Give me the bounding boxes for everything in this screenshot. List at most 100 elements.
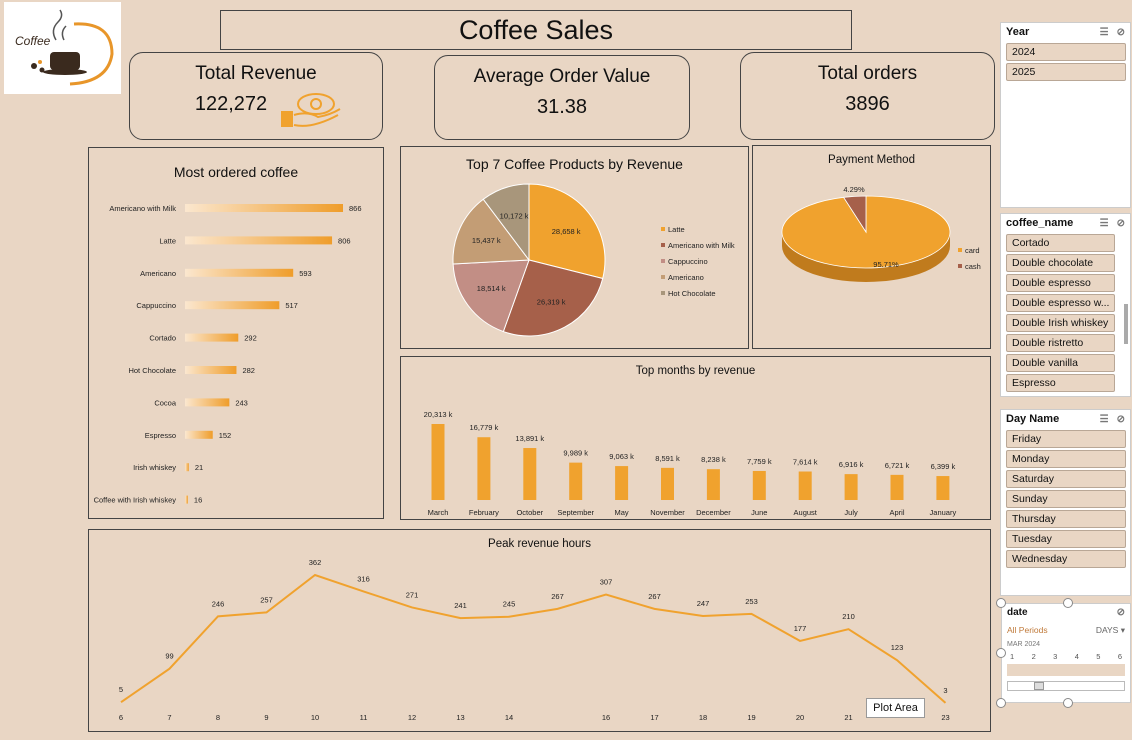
chart-title: Top 7 Coffee Products by Revenue [466, 156, 683, 172]
bar [661, 467, 674, 500]
bar [706, 469, 720, 500]
kpi-label: Total orders [817, 63, 918, 84]
timeline-day[interactable]: 6 [1117, 652, 1122, 661]
hour-label: 10 [311, 713, 319, 722]
resize-handle[interactable] [1063, 598, 1073, 608]
resize-handle[interactable] [996, 598, 1006, 608]
timeline-day[interactable]: 2 [1031, 652, 1036, 661]
bar [890, 474, 904, 500]
hour-label: 18 [699, 713, 707, 722]
slicer-item-coffee[interactable]: Double ristretto [1006, 334, 1115, 352]
bar [185, 366, 237, 374]
pie-value-label: 18,514 k [477, 284, 506, 293]
slicer-item-coffee[interactable]: Espresso [1006, 374, 1115, 392]
slicer-scrollbar[interactable] [1124, 304, 1128, 344]
slicer-item-coffee[interactable]: Double Irish whiskey [1006, 314, 1115, 332]
slicer-item-day[interactable]: Friday [1006, 430, 1126, 448]
hour-label: 23 [941, 713, 949, 722]
bar-value-label: 16 [194, 496, 202, 505]
timeline-day[interactable]: 3 [1053, 652, 1058, 661]
slicer-item-coffee[interactable]: Double espresso [1006, 274, 1115, 292]
point-value-label: 210 [842, 612, 855, 621]
bar [185, 430, 213, 439]
slicer-item-coffee[interactable]: Double vanilla [1006, 354, 1115, 372]
day-slicer[interactable]: Day Name ☰ ⊘ Friday Monday Saturday Sunday Thu… [1000, 409, 1131, 596]
hours-chart[interactable]: Peak revenue hours 5 99 246 257 362 316 271 241… [88, 529, 991, 732]
timeline-scroll-thumb[interactable] [1034, 682, 1044, 690]
slicer-item-day[interactable]: Tuesday [1006, 530, 1126, 548]
top-products-chart[interactable]: Top 7 Coffee Products by Revenue 28,658 … [400, 146, 749, 349]
point-value-label: 246 [212, 599, 225, 608]
kpi-value: 122,272 [194, 93, 268, 115]
kpi-label: Total Revenue [195, 63, 317, 84]
clear-filter-icon[interactable]: ⊘ [1116, 26, 1125, 38]
bar-value-label: 243 [235, 398, 248, 407]
slicer-item-year[interactable]: 2024 [1006, 43, 1126, 61]
point-value-label: 5 [119, 685, 123, 694]
pie-slice [452, 198, 530, 265]
clear-filter-icon[interactable]: ⊘ [1116, 217, 1125, 229]
timeline-day[interactable]: 1 [1010, 652, 1015, 661]
coffee-slicer[interactable]: coffee_name ☰ ⊘ Cortado Double chocolate Dou… [1000, 213, 1131, 397]
legend-label: card [965, 246, 980, 255]
payment-method-chart[interactable]: Payment Method card cash 95.71% 4.29% [752, 145, 991, 349]
bar [185, 301, 280, 310]
most-ordered-chart[interactable]: Most ordered coffee Americano with Milk 8… [88, 147, 384, 519]
slicer-item-coffee[interactable]: Double espresso w... [1006, 294, 1115, 312]
hour-label: 21 [844, 713, 852, 722]
chart-title: Payment Method [828, 154, 915, 166]
pie-value-label: 28,658 k [552, 227, 581, 236]
point-value-label: 271 [406, 590, 419, 599]
point-value-label: 253 [745, 597, 758, 606]
month-label: October [516, 508, 543, 517]
slicer-item-coffee[interactable]: Cortado [1006, 234, 1115, 252]
months-plot: 20,313 k March 16,779 k February 13,891 k Oct… [424, 410, 957, 517]
bar-category-label: Coffee with Irish whiskey [94, 496, 177, 505]
plot-area-tooltip: Plot Area [866, 698, 925, 718]
slicer-item-coffee[interactable]: Double chocolate [1006, 254, 1115, 272]
multi-select-icon[interactable]: ☰ [1099, 413, 1109, 425]
slicer-item-year[interactable]: 2025 [1006, 63, 1126, 81]
timeline-unit-dropdown[interactable]: DAYS ▾ [1095, 625, 1125, 635]
slicer-item-day[interactable]: Monday [1006, 450, 1126, 468]
bar-value-label: 593 [299, 269, 312, 278]
bar [615, 466, 629, 500]
date-timeline[interactable]: date ⊘ All Periods DAYS ▾ MAR 2024 1 2 3 4 5 6 [1001, 603, 1131, 703]
timeline-day[interactable]: 4 [1074, 652, 1079, 661]
multi-select-icon[interactable]: ☰ [1099, 217, 1109, 229]
legend-swatch [661, 259, 665, 263]
slicer-item-day[interactable]: Saturday [1006, 470, 1126, 488]
slicer-item-day[interactable]: Sunday [1006, 490, 1126, 508]
resize-handle[interactable] [996, 648, 1006, 658]
hour-label: 20 [796, 713, 804, 722]
hour-label: 11 [360, 713, 368, 722]
timeline-day[interactable]: 5 [1096, 652, 1101, 661]
kpi-value: 31.38 [536, 96, 588, 118]
bar-value-label: 20,313 k [424, 410, 453, 419]
kpi-average-order-value: Average Order Value 31.38 [434, 55, 690, 140]
resize-handle[interactable] [1063, 698, 1073, 708]
resize-handle[interactable] [996, 698, 1006, 708]
chart-title: Peak revenue hours [488, 538, 591, 550]
months-chart[interactable]: Top months by revenue 20,313 k March 16,77… [400, 356, 991, 520]
top-products-plot: 28,658 k Latte 26,319 k Americano with Milk… [452, 183, 735, 337]
multi-select-icon[interactable]: ☰ [1099, 26, 1109, 38]
pie-slice [842, 195, 867, 234]
kpi-value: 3896 [845, 93, 890, 115]
month-label: February [469, 508, 499, 517]
bar [185, 268, 294, 277]
slicer-title: date [1007, 607, 1028, 618]
clear-filter-icon[interactable]: ⊘ [1116, 413, 1125, 425]
bar [936, 476, 950, 500]
point-value-label: 247 [697, 599, 710, 608]
slicer-item-day[interactable]: Wednesday [1006, 550, 1126, 568]
year-slicer[interactable]: Year ☰ ⊘ 2024 2025 [1000, 22, 1131, 208]
pie-slice [528, 183, 606, 280]
bar [185, 236, 333, 245]
timeline-bar[interactable] [1007, 664, 1125, 676]
slicer-title: Day Name [1006, 413, 1060, 425]
slicer-item-day[interactable]: Thursday [1006, 510, 1126, 528]
bar-category-label: Cortado [149, 334, 176, 343]
clear-filter-icon[interactable]: ⊘ [1116, 607, 1125, 618]
timeline-scrollbar[interactable] [1007, 681, 1125, 691]
